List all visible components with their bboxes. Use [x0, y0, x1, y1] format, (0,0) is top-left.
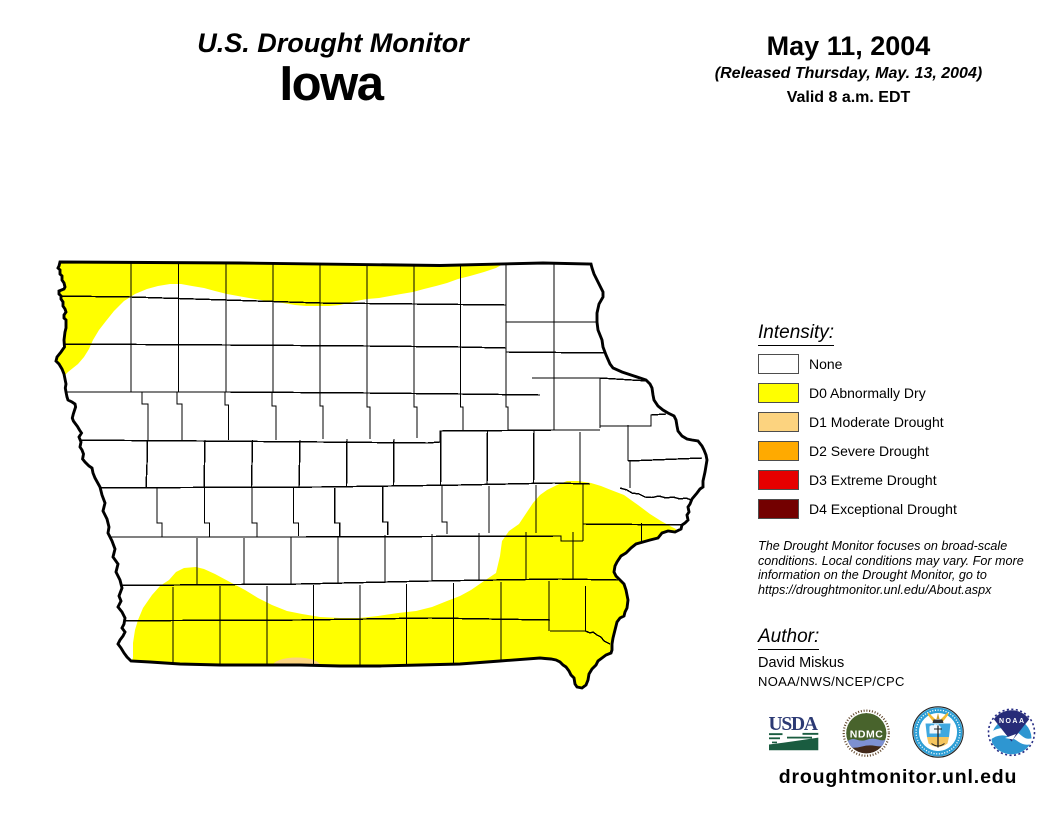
- svg-text:NDMC: NDMC: [850, 728, 883, 740]
- svg-text:USDA: USDA: [769, 714, 819, 735]
- svg-text:NOAA: NOAA: [999, 718, 1024, 725]
